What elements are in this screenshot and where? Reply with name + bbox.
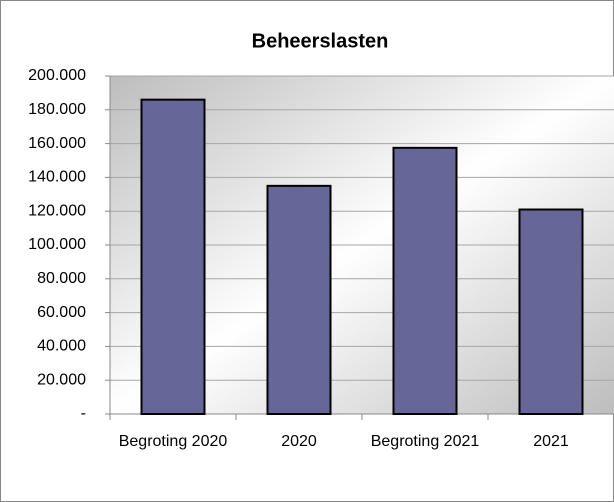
y-tick-label: 40.000 xyxy=(37,338,86,355)
y-tick-label: 80.000 xyxy=(37,270,86,287)
bar xyxy=(266,184,332,415)
bar xyxy=(140,98,206,415)
x-tick-label: 2021 xyxy=(533,433,569,450)
chart-title: Beheerslasten xyxy=(252,30,389,52)
y-tick-label: 100.000 xyxy=(28,236,86,253)
x-tick-label: Begroting 2021 xyxy=(370,433,480,450)
y-tick-label: 120.000 xyxy=(28,202,86,219)
y-tick-label: 200.000 xyxy=(28,67,86,84)
x-tick-label: 2020 xyxy=(281,433,317,450)
bar xyxy=(392,146,458,415)
y-tick-label: 160.000 xyxy=(28,135,86,152)
y-tick-label: 180.000 xyxy=(28,101,86,118)
y-tick-label: 140.000 xyxy=(28,169,86,186)
bar xyxy=(518,208,584,415)
y-tick-label: 60.000 xyxy=(37,304,86,321)
y-tick-label: - xyxy=(81,405,86,422)
x-tick-label: Begroting 2020 xyxy=(118,433,228,450)
y-tick-label: 20.000 xyxy=(37,371,86,388)
